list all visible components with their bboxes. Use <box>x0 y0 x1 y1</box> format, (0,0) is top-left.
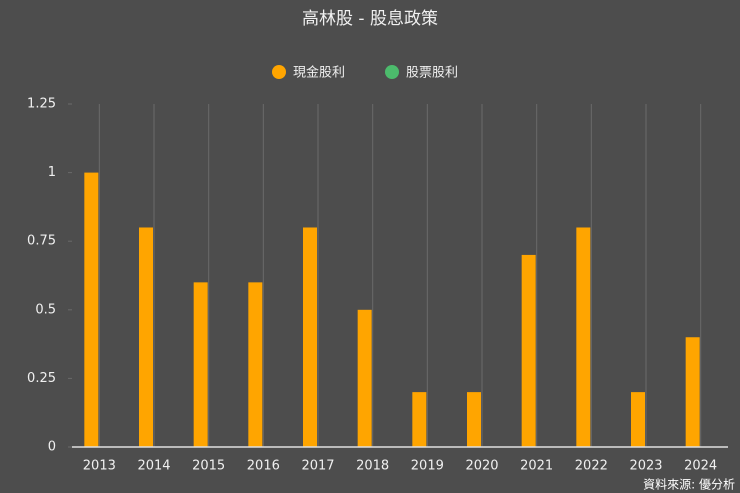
bar <box>467 392 481 447</box>
bar <box>576 227 591 447</box>
bar <box>248 282 263 447</box>
bar <box>84 172 99 447</box>
y-tick-label: 1 <box>48 165 56 180</box>
y-tick-label: 0.5 <box>35 302 56 317</box>
y-tick-label: 0.75 <box>27 234 56 249</box>
x-tick-label: 2017 <box>301 459 334 474</box>
x-tick-label: 2018 <box>356 459 389 474</box>
bar <box>521 254 536 447</box>
x-tick-label: 2023 <box>629 459 662 474</box>
x-tick-label: 2020 <box>465 459 498 474</box>
bar <box>357 309 372 447</box>
bar <box>631 392 645 447</box>
x-tick-label: 2016 <box>247 459 280 474</box>
y-tick-label: 1.25 <box>27 97 56 112</box>
y-tick-label: 0 <box>48 440 56 455</box>
x-tick-label: 2022 <box>575 459 608 474</box>
bar <box>303 227 317 447</box>
bar <box>685 337 700 447</box>
y-tick-label: 0.25 <box>27 371 56 386</box>
legend-text: 股票股利 <box>406 66 458 81</box>
x-tick-label: 2013 <box>83 459 116 474</box>
legend-marker <box>385 65 399 79</box>
chart-title: 高林股 - 股息政策 <box>302 9 438 29</box>
source-note: 資料來源: 優分析 <box>643 478 735 492</box>
legend-text: 現金股利 <box>293 65 345 81</box>
x-tick-label: 2021 <box>520 459 553 474</box>
bar <box>139 227 153 447</box>
bar <box>412 392 427 447</box>
legend-marker <box>272 65 286 79</box>
x-tick-label: 2024 <box>684 459 717 474</box>
x-tick-label: 2015 <box>192 459 225 474</box>
x-tick-label: 2014 <box>137 459 170 474</box>
x-tick-label: 2019 <box>411 459 444 474</box>
bar <box>193 282 208 447</box>
